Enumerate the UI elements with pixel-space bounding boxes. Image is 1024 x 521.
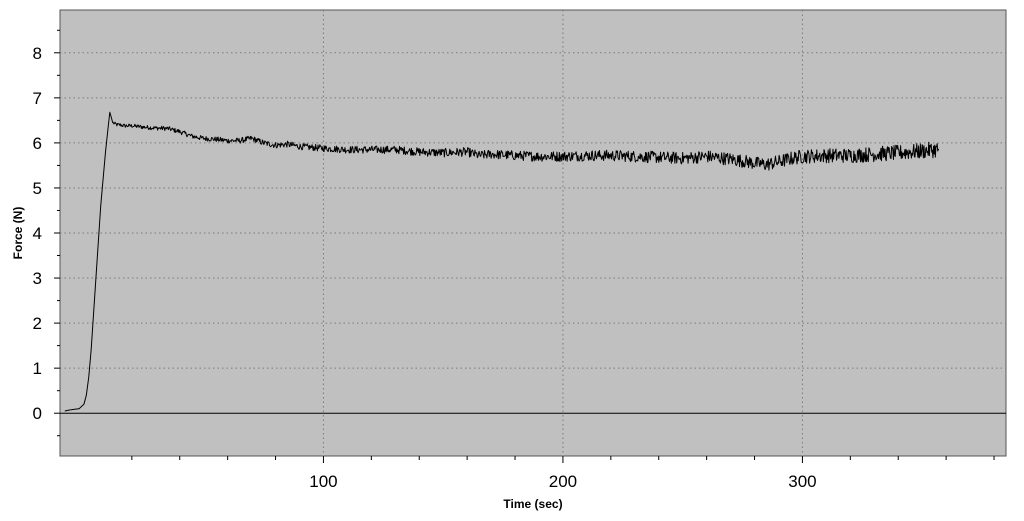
y-tick-label: 5 [33, 179, 42, 198]
y-tick-label: 4 [33, 224, 42, 243]
y-tick-label: 7 [33, 89, 42, 108]
tick-labels: 0 1 2 3 4 5 6 7 8 100 200 300 [33, 44, 817, 491]
series-layer [64, 111, 940, 412]
y-tick-label: 0 [33, 404, 42, 423]
y-tick-label: 2 [33, 314, 42, 333]
y-tick-label: 6 [33, 134, 42, 153]
x-tick-label: 100 [309, 472, 337, 491]
grid-lines [60, 10, 1006, 456]
series-line-force [64, 111, 940, 412]
x-tick-label: 200 [549, 472, 577, 491]
x-tick-label: 300 [788, 472, 816, 491]
y-tick-label: 1 [33, 359, 42, 378]
y-tick-label: 8 [33, 44, 42, 63]
y-tick-label: 3 [33, 269, 42, 288]
y-axis-title: Force (N) [11, 207, 25, 260]
axes [54, 29, 1006, 463]
x-axis-title: Time (sec) [503, 497, 562, 511]
